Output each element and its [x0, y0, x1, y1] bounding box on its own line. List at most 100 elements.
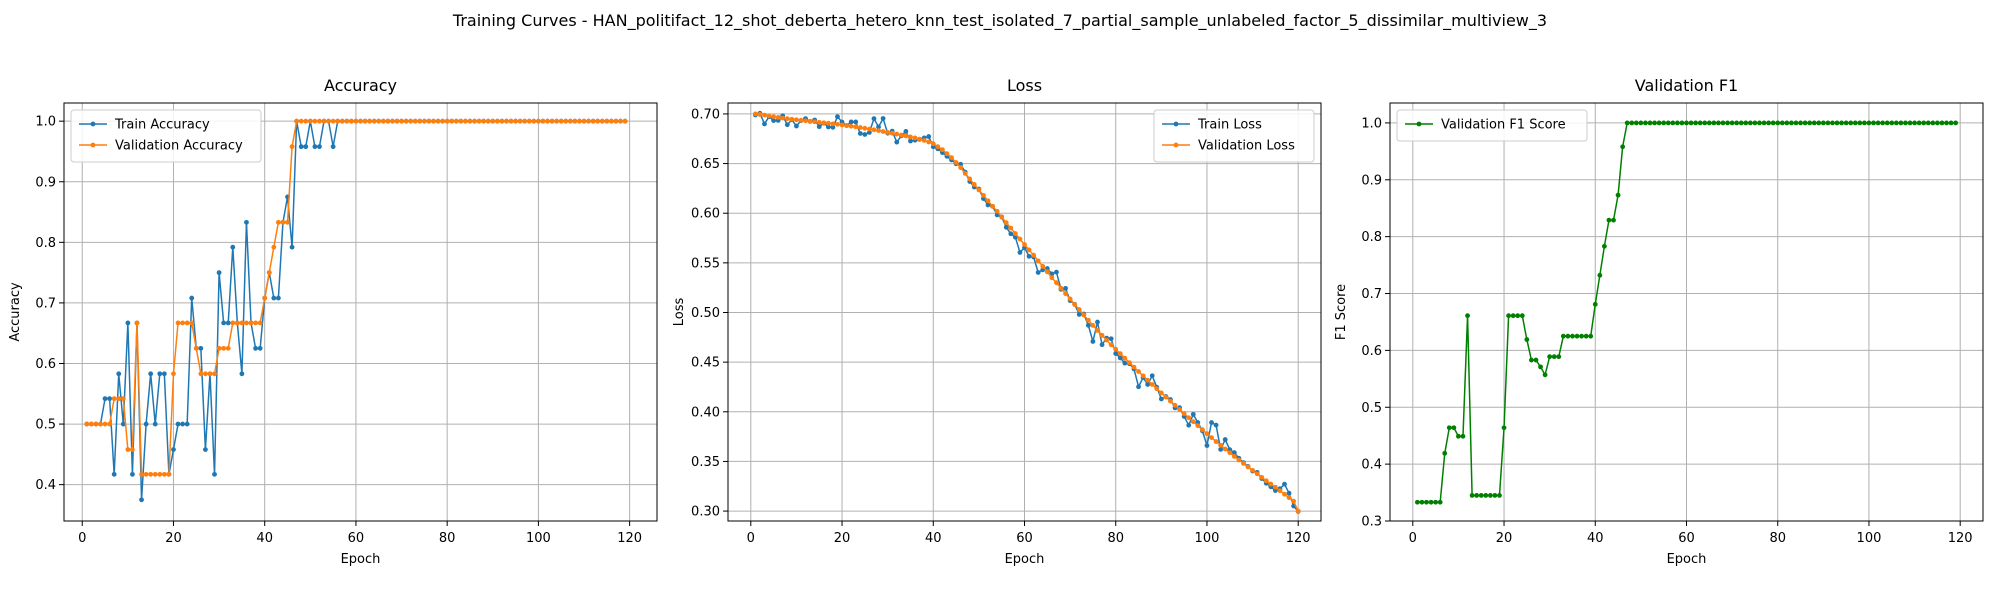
chart-2-series-0-point	[1830, 120, 1835, 126]
chart-0-series-0-point	[107, 396, 113, 402]
chart-0-series-1-point	[572, 118, 578, 124]
chart-1-y-tick-label: 0.50	[691, 306, 720, 321]
chart-1-series-0-point	[1085, 322, 1091, 328]
chart-2-series-0-point	[1802, 120, 1808, 126]
chart-0-series-1-point	[344, 118, 350, 124]
chart-1-x-tick-label: 80	[1107, 531, 1124, 546]
chart-1-series-1-point	[1227, 450, 1233, 456]
chart-1-series-1-point	[1054, 280, 1059, 286]
chart-2-series-0-point	[1725, 120, 1730, 126]
chart-0-legend-label-1: Validation Accuracy	[115, 139, 243, 154]
chart-1-series-1-point	[1131, 364, 1137, 370]
chart-2-series-0-point	[1939, 120, 1945, 126]
chart-2-series-0-point	[1834, 120, 1840, 126]
chart-2-x-tick-label: 40	[1587, 531, 1604, 546]
chart-0-x-tick-label: 120	[617, 531, 642, 546]
chart-0-series-1-point	[380, 118, 386, 124]
chart-2-series-0-point	[1547, 354, 1553, 360]
chart-0-series-1-point	[481, 118, 487, 124]
chart-2-series-0-point	[1820, 120, 1826, 126]
chart-2-series-0-point	[1446, 425, 1452, 431]
chart-0-series-1-point	[421, 118, 427, 124]
chart-0-series-1-point	[458, 118, 464, 124]
chart-0-series-1-point	[558, 118, 564, 124]
chart-2-series-0-point	[1611, 217, 1616, 223]
chart-1-series-1-point	[949, 155, 954, 161]
chart-2-series-0-point	[1948, 120, 1954, 126]
chart-2-series-0-point	[1693, 120, 1699, 126]
chart-1-series-1-point	[1291, 498, 1297, 504]
chart-2-series-0-point	[1793, 120, 1799, 126]
chart-0-series-1-point	[376, 118, 382, 124]
chart-2-series-0-point	[1880, 120, 1886, 126]
chart-1-y-tick-label: 0.55	[691, 256, 720, 271]
chart-0-series-0-point	[152, 421, 158, 427]
chart-0-series-1-point	[604, 118, 610, 124]
chart-0-series-1-point	[622, 118, 628, 124]
chart-0-series-1-point	[485, 118, 491, 124]
chart-0-series-1-point	[321, 118, 327, 124]
chart-2-ylabel: F1 Score	[1334, 284, 1349, 340]
chart-1-series-1-point	[953, 160, 959, 165]
chart-1-series-1-point	[971, 182, 977, 187]
chart-2-xlabel: Epoch	[1667, 552, 1707, 567]
chart-1-series-0-point	[908, 138, 913, 144]
chart-0-series-1-point	[125, 447, 131, 452]
chart-0-series-1-point	[549, 118, 555, 124]
chart-0-series-1-point	[453, 118, 459, 124]
chart-1-series-1-point	[1104, 337, 1110, 343]
chart-0-series-1-point	[161, 471, 167, 477]
chart-1-series-1-point	[1231, 454, 1237, 459]
chart-1-x-tick-label: 100	[1195, 531, 1220, 546]
chart-1-series-0-point	[1190, 411, 1196, 417]
chart-2-y-tick-label: 0.4	[1361, 458, 1382, 473]
chart-0-series-1-point	[102, 421, 108, 427]
chart-1-series-0-point	[1026, 253, 1032, 259]
chart-1-series-1-point	[807, 118, 813, 124]
chart-1-series-1-point	[876, 128, 881, 134]
chart-1-series-1-point	[867, 126, 872, 132]
chart-2-series-0-point	[1953, 120, 1959, 126]
chart-0-series-1-point	[508, 118, 514, 124]
chart-1-legend	[1153, 109, 1315, 163]
chart-1-series-1-point	[985, 198, 991, 204]
chart-0-axes-frame	[63, 102, 658, 522]
chart-0-series-1-point	[339, 118, 345, 124]
accuracy-panel: 0 20 40 60 80 100 120 0.4 0.5 0.6 0.7 0.8 0.9 1.0 Accu…	[8, 76, 658, 567]
chart-1-series-1-point	[794, 117, 799, 123]
chart-1-series-1-point	[789, 116, 795, 122]
chart-1-series-1-point	[766, 113, 772, 119]
chart-0-series-0-point	[175, 421, 181, 427]
chart-1-series-1-point	[917, 136, 922, 142]
chart-2-series-0-point	[1684, 120, 1689, 126]
chart-2-series-0-point	[1414, 499, 1420, 505]
chart-0-series-0-point	[317, 144, 322, 150]
chart-1-series-1-point	[939, 147, 945, 153]
chart-2-series-0-point	[1497, 493, 1502, 498]
chart-1-series-1-point	[1177, 407, 1182, 412]
chart-1-series-1-point	[1095, 327, 1100, 333]
chart-0-series-0-point	[221, 320, 227, 326]
chart-2-series-0-point	[1620, 144, 1626, 150]
chart-2-series-0-point	[1652, 120, 1657, 126]
chart-1-series-0-point	[1213, 422, 1219, 428]
chart-1-series-1-point	[1122, 355, 1128, 361]
chart-2-series-0-point	[1738, 120, 1744, 126]
chart-2-series-0-point	[1560, 333, 1566, 339]
chart-0-y-tick-label: 0.4	[35, 478, 56, 493]
chart-1-series-1-point	[816, 119, 822, 125]
chart-0-series-1-point	[599, 118, 605, 124]
chart-0-xlabel: Epoch	[341, 552, 381, 567]
chart-1-series-0-point	[1282, 481, 1287, 487]
chart-0-series-1-point	[88, 421, 94, 427]
chart-0-series-0-point	[212, 471, 217, 477]
chart-0-series-0-point	[125, 320, 131, 326]
chart-1-series-1-point	[880, 129, 886, 134]
chart-1-series-1-point	[1272, 484, 1278, 490]
chart-2-series-0-point	[1451, 425, 1457, 431]
chart-1-series-1-point	[1149, 382, 1155, 387]
chart-0-series-0-point	[244, 219, 249, 225]
chart-2-series-0-point	[1825, 120, 1831, 126]
chart-0-title: Accuracy	[324, 76, 397, 95]
chart-2-series-0-point	[1542, 372, 1548, 378]
